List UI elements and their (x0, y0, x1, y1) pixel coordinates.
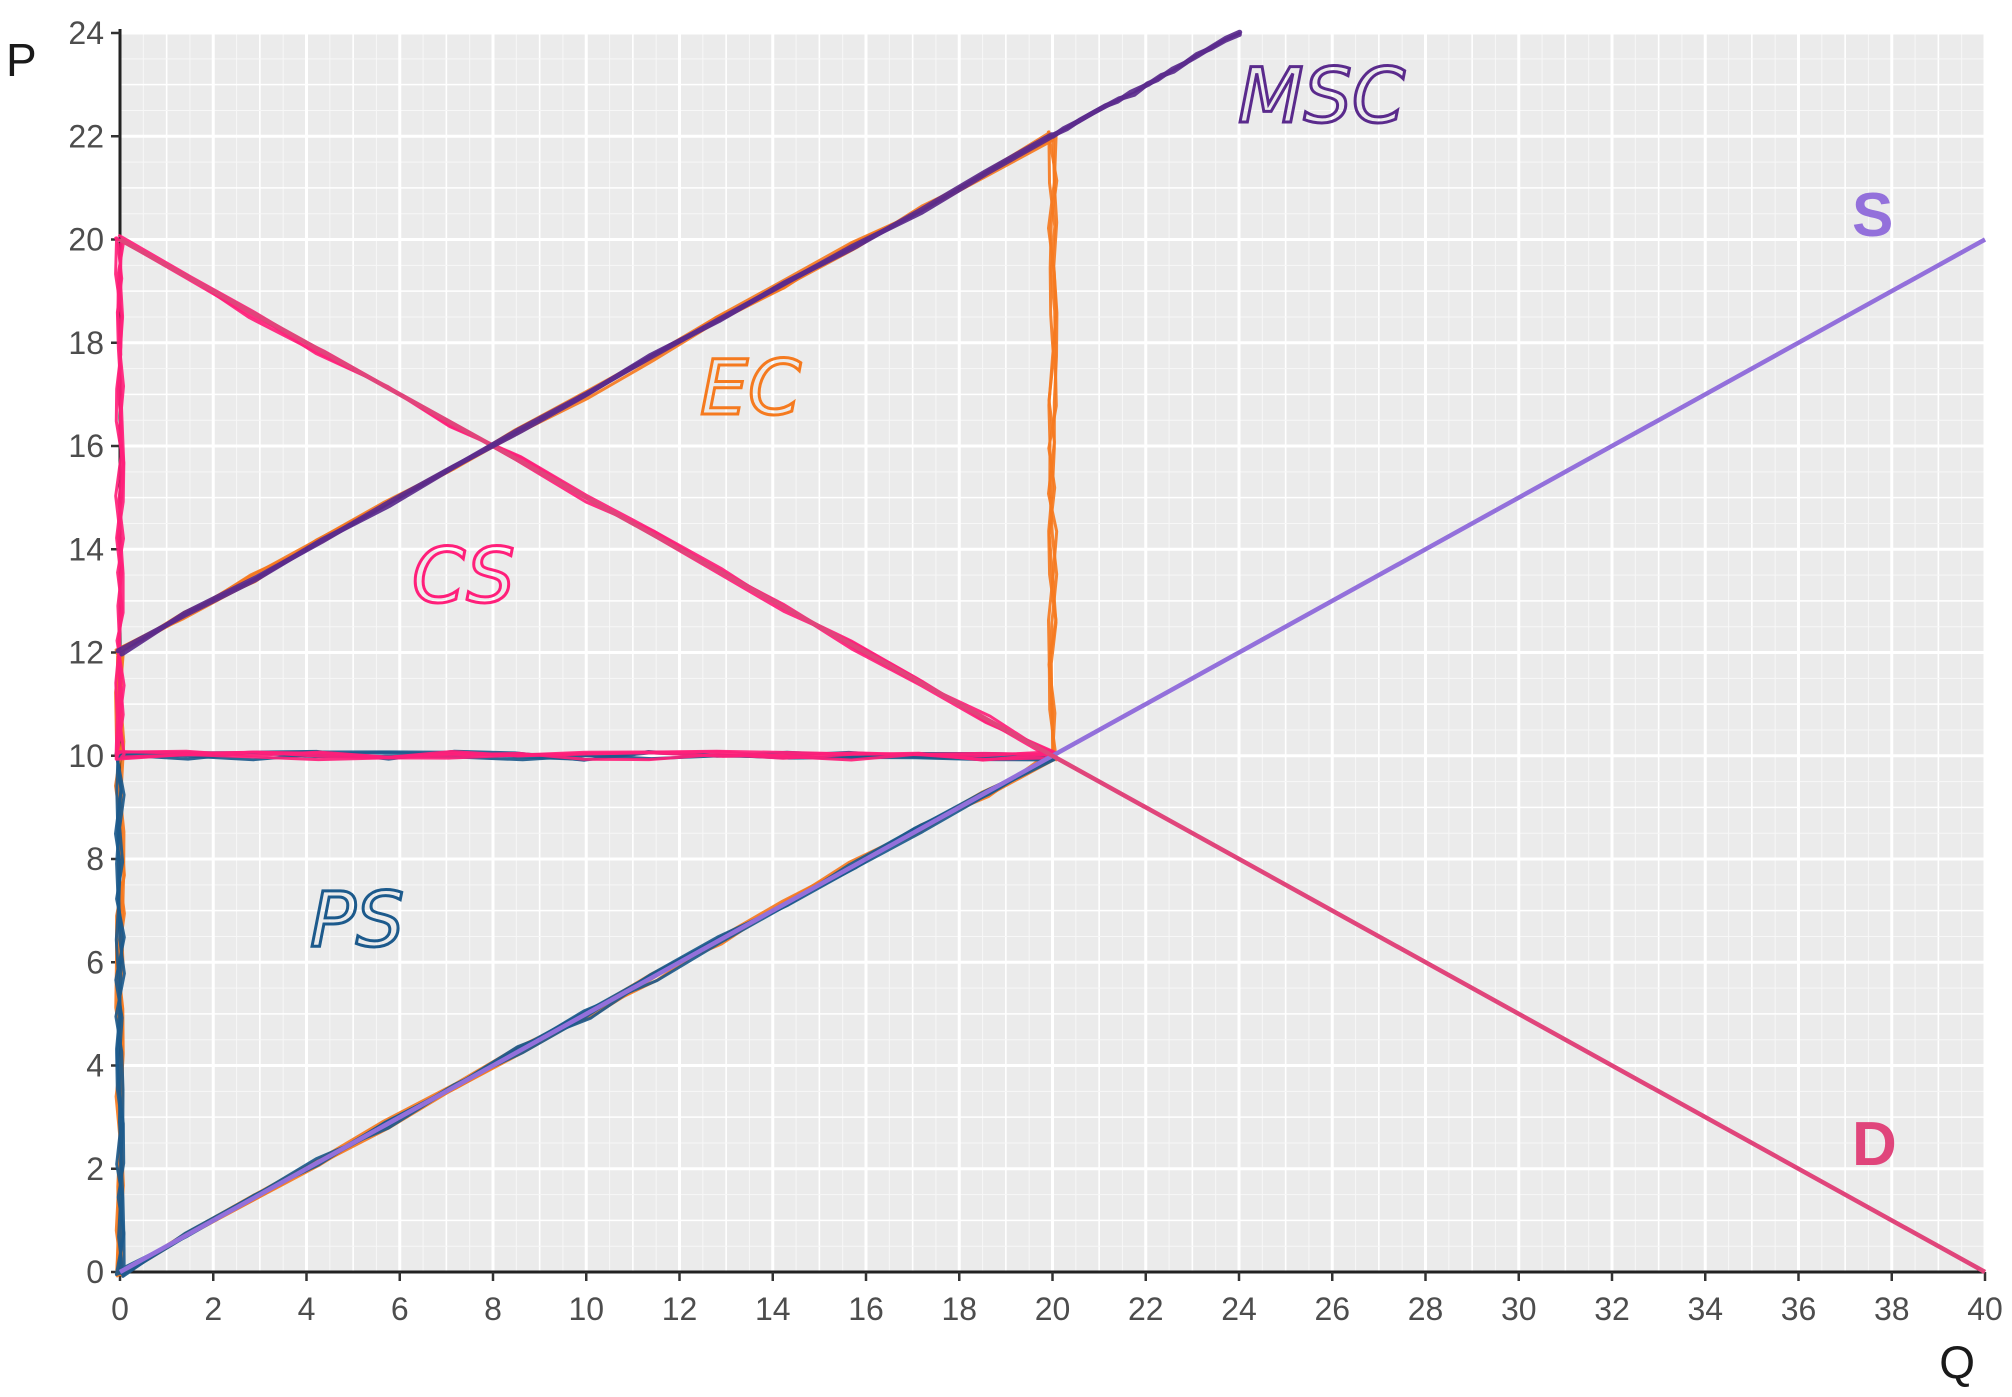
x-tick-label: 30 (1501, 1291, 1537, 1327)
msc-label: MSC (1238, 51, 1405, 140)
y-tick-label: 12 (68, 635, 104, 671)
y-tick-label: 24 (68, 15, 104, 51)
x-tick-label: 18 (941, 1291, 977, 1327)
y-tick-label: 6 (86, 944, 104, 980)
x-tick-label: 8 (484, 1291, 502, 1327)
x-tick-label: 2 (204, 1291, 222, 1327)
y-tick-label: 22 (68, 118, 104, 154)
x-tick-label: 34 (1687, 1291, 1723, 1327)
cs-label: CS (412, 531, 515, 620)
x-tick-label: 28 (1408, 1291, 1444, 1327)
x-tick-label: 40 (1967, 1291, 2003, 1327)
ps-outline-stroke (114, 750, 1056, 1276)
x-tick-label: 26 (1314, 1291, 1350, 1327)
x-axis-title: Q (1939, 1336, 1975, 1388)
y-tick-label: 2 (86, 1151, 104, 1187)
series-lines (115, 29, 1987, 1274)
demand-label: D (1852, 1110, 1897, 1179)
x-tick-label: 20 (1035, 1291, 1071, 1327)
supply-label: S (1852, 181, 1893, 250)
ps-label: PS (310, 875, 404, 964)
x-tick-label: 4 (298, 1291, 316, 1327)
x-tick-label: 24 (1221, 1291, 1257, 1327)
y-tick-label: 8 (86, 841, 104, 877)
x-tick-label: 6 (391, 1291, 409, 1327)
y-tick-label: 20 (68, 222, 104, 258)
msc-curve (115, 29, 1243, 654)
tick-labels: 0 2 4 6 8 10 12 14 16 18 20 22 24 26 28 30 32 34 36 38 40024… (68, 15, 2002, 1327)
x-tick-label: 0 (111, 1291, 129, 1327)
x-tick-label: 10 (568, 1291, 604, 1327)
d-curve (118, 237, 1987, 1274)
x-tick-label: 22 (1128, 1291, 1164, 1327)
x-tick-label: 16 (848, 1291, 884, 1327)
y-tick-label: 4 (86, 1048, 104, 1084)
x-tick-label: 12 (662, 1291, 698, 1327)
y-tick-label: 14 (68, 531, 104, 567)
y-tick-label: 16 (68, 428, 104, 464)
y-tick-label: 10 (68, 738, 104, 774)
ec-label: EC (700, 343, 801, 432)
y-axis-title: P (6, 34, 37, 86)
x-tick-label: 32 (1594, 1291, 1630, 1327)
x-tick-label: 38 (1874, 1291, 1910, 1327)
y-tick-label: 18 (68, 325, 104, 361)
y-tick-label: 0 (86, 1254, 104, 1290)
x-tick-label: 14 (755, 1291, 791, 1327)
x-tick-label: 36 (1781, 1291, 1817, 1327)
